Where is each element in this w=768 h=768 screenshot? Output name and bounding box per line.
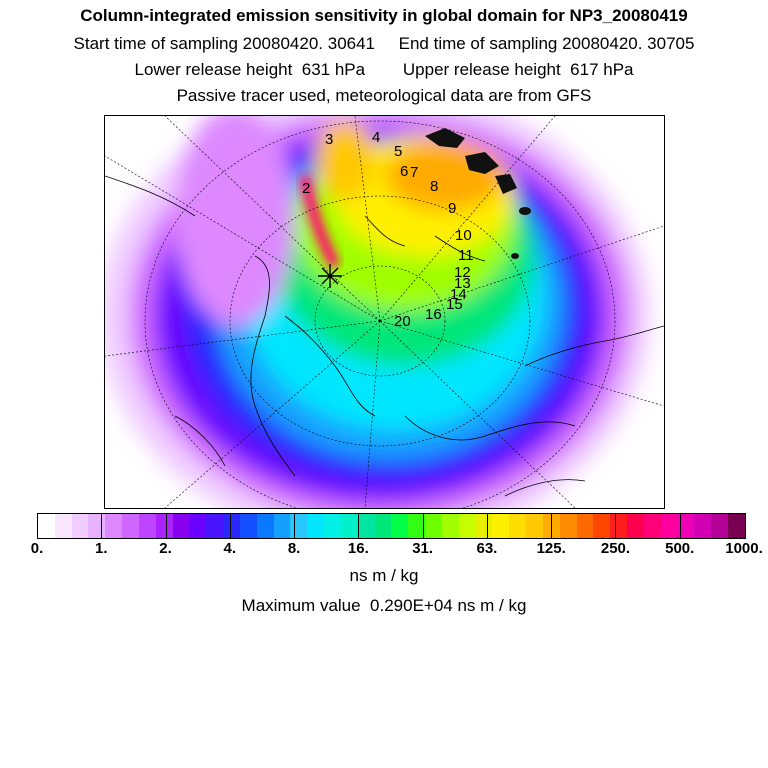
release-point-marker	[318, 264, 342, 288]
colorbar-cell	[273, 514, 291, 538]
trajectory-label: 7	[410, 164, 418, 181]
sensitivity-field	[105, 116, 650, 508]
trajectory-label: 2	[302, 180, 310, 197]
colorbar-cell	[576, 514, 594, 538]
colorbar-cell	[593, 514, 611, 538]
colorbar-divider	[551, 513, 553, 539]
trajectory-label: 14	[450, 286, 467, 303]
colorbar-divider	[229, 513, 231, 539]
colorbar-cell	[189, 514, 207, 538]
colorbar-tick-label: 250.	[600, 540, 631, 557]
colorbar-tick-label: 2.	[159, 540, 172, 557]
colorbar-cell	[105, 514, 123, 538]
colorbar-tick-label: 63.	[476, 540, 498, 557]
colorbar-cell	[441, 514, 459, 538]
trajectory-label: 12	[454, 264, 471, 281]
trajectory-label: 11	[458, 247, 474, 264]
trajectory-label: 6	[400, 163, 408, 180]
colorbar-cell	[340, 514, 358, 538]
colorbar-cell	[727, 514, 745, 538]
colorbar-cell	[526, 514, 543, 538]
colorbar-tick-label: 1000.	[725, 540, 763, 557]
coastlines	[105, 175, 664, 497]
colorbar-cell	[694, 514, 712, 538]
colorbar-divider	[486, 513, 488, 539]
trajectory-label: 9	[448, 200, 456, 217]
colorbar-cell	[122, 514, 139, 538]
colorbar-cell	[138, 514, 156, 538]
trajectory-label: 20	[394, 313, 411, 330]
colorbar-cell	[374, 514, 392, 538]
colorbar-cell	[626, 514, 644, 538]
colorbar-tick-label: 31.	[412, 540, 434, 557]
colorbar-divider	[358, 513, 360, 539]
colorbar-cell	[492, 514, 510, 538]
colorbar-tick-label: 125.	[536, 540, 566, 557]
sampling-time-line: Start time of sampling 20080420. 30641 E…	[73, 34, 695, 53]
colorbar-divider	[422, 513, 424, 539]
plot-title: Column-integrated emission sensitivity i…	[80, 6, 688, 25]
colorbar-cell	[172, 514, 190, 538]
colorbar-cell	[408, 514, 426, 538]
colorbar-cell	[54, 514, 72, 538]
colorbar-cell	[38, 514, 55, 538]
trajectory-label: 15	[446, 296, 463, 313]
map-canvas: 2 3 4 5 6 7 8 9 10 11 12 13 14 15 16 20	[105, 116, 664, 508]
colorbar-cell	[206, 514, 224, 538]
trajectory-label: 5	[394, 143, 402, 160]
release-height-line: Lower release height 631 hPa Upper relea…	[134, 60, 634, 79]
colorbar-cell	[677, 514, 695, 538]
colorbar-tick-label: 16.	[347, 540, 369, 557]
trajectory-label: 10	[455, 227, 472, 244]
colorbar-tick-label: 1.	[95, 540, 108, 557]
colorbar-cell	[223, 514, 240, 538]
colorbar-cell	[711, 514, 728, 538]
colorbar-cell	[509, 514, 527, 538]
colorbar-divider	[165, 513, 167, 539]
trajectory-label: 3	[325, 131, 333, 148]
colorbar-cell	[475, 514, 493, 538]
colorbar-cell	[256, 514, 274, 538]
colorbar-tick-label: 0.	[30, 540, 44, 557]
trajectory-label: 4	[372, 129, 380, 146]
units-label: ns m / kg	[349, 566, 419, 585]
colorbar-cell	[357, 514, 375, 538]
colorbar-tick-label: 4.	[223, 540, 237, 557]
colorbar-cell	[239, 514, 257, 538]
colorbar-cell	[290, 514, 308, 538]
colorbar-cell	[559, 514, 577, 538]
colorbar-cell	[425, 514, 442, 538]
colorbar-cell	[71, 514, 89, 538]
colorbar-cell	[458, 514, 476, 538]
trajectory-label: 16	[425, 306, 442, 323]
trajectory-labels: 2 3 4 5 6 7 8 9 10 11 12 13 14 15 16 20	[302, 129, 474, 330]
colorbar-divider	[679, 513, 681, 539]
colorbar	[37, 513, 746, 539]
high-sensitivity-plume	[299, 175, 341, 269]
trajectory-label: 13	[454, 275, 471, 292]
black-terrain-patches	[425, 128, 531, 259]
colorbar-cell	[610, 514, 627, 538]
tracer-info-line: Passive tracer used, meteorological data…	[176, 86, 592, 105]
colorbar-cell	[391, 514, 409, 538]
colorbar-cell	[660, 514, 678, 538]
colorbar-divider	[615, 513, 617, 539]
colorbar-tick-label: 500.	[665, 540, 695, 557]
colorbar-cell	[155, 514, 173, 538]
trajectory-label: 8	[430, 178, 438, 195]
colorbar-cell	[88, 514, 106, 538]
colorbar-cell	[643, 514, 661, 538]
colorbar-tick-label: 8.	[287, 540, 301, 557]
colorbar-cell	[307, 514, 325, 538]
colorbar-cell	[324, 514, 341, 538]
maximum-value-line: Maximum value 0.290E+04 ns m / kg	[241, 596, 527, 615]
colorbar-divider	[294, 513, 296, 539]
emission-sensitivity-map: 2 3 4 5 6 7 8 9 10 11 12 13 14 15 16 20	[104, 115, 665, 509]
colorbar-divider	[101, 513, 103, 539]
